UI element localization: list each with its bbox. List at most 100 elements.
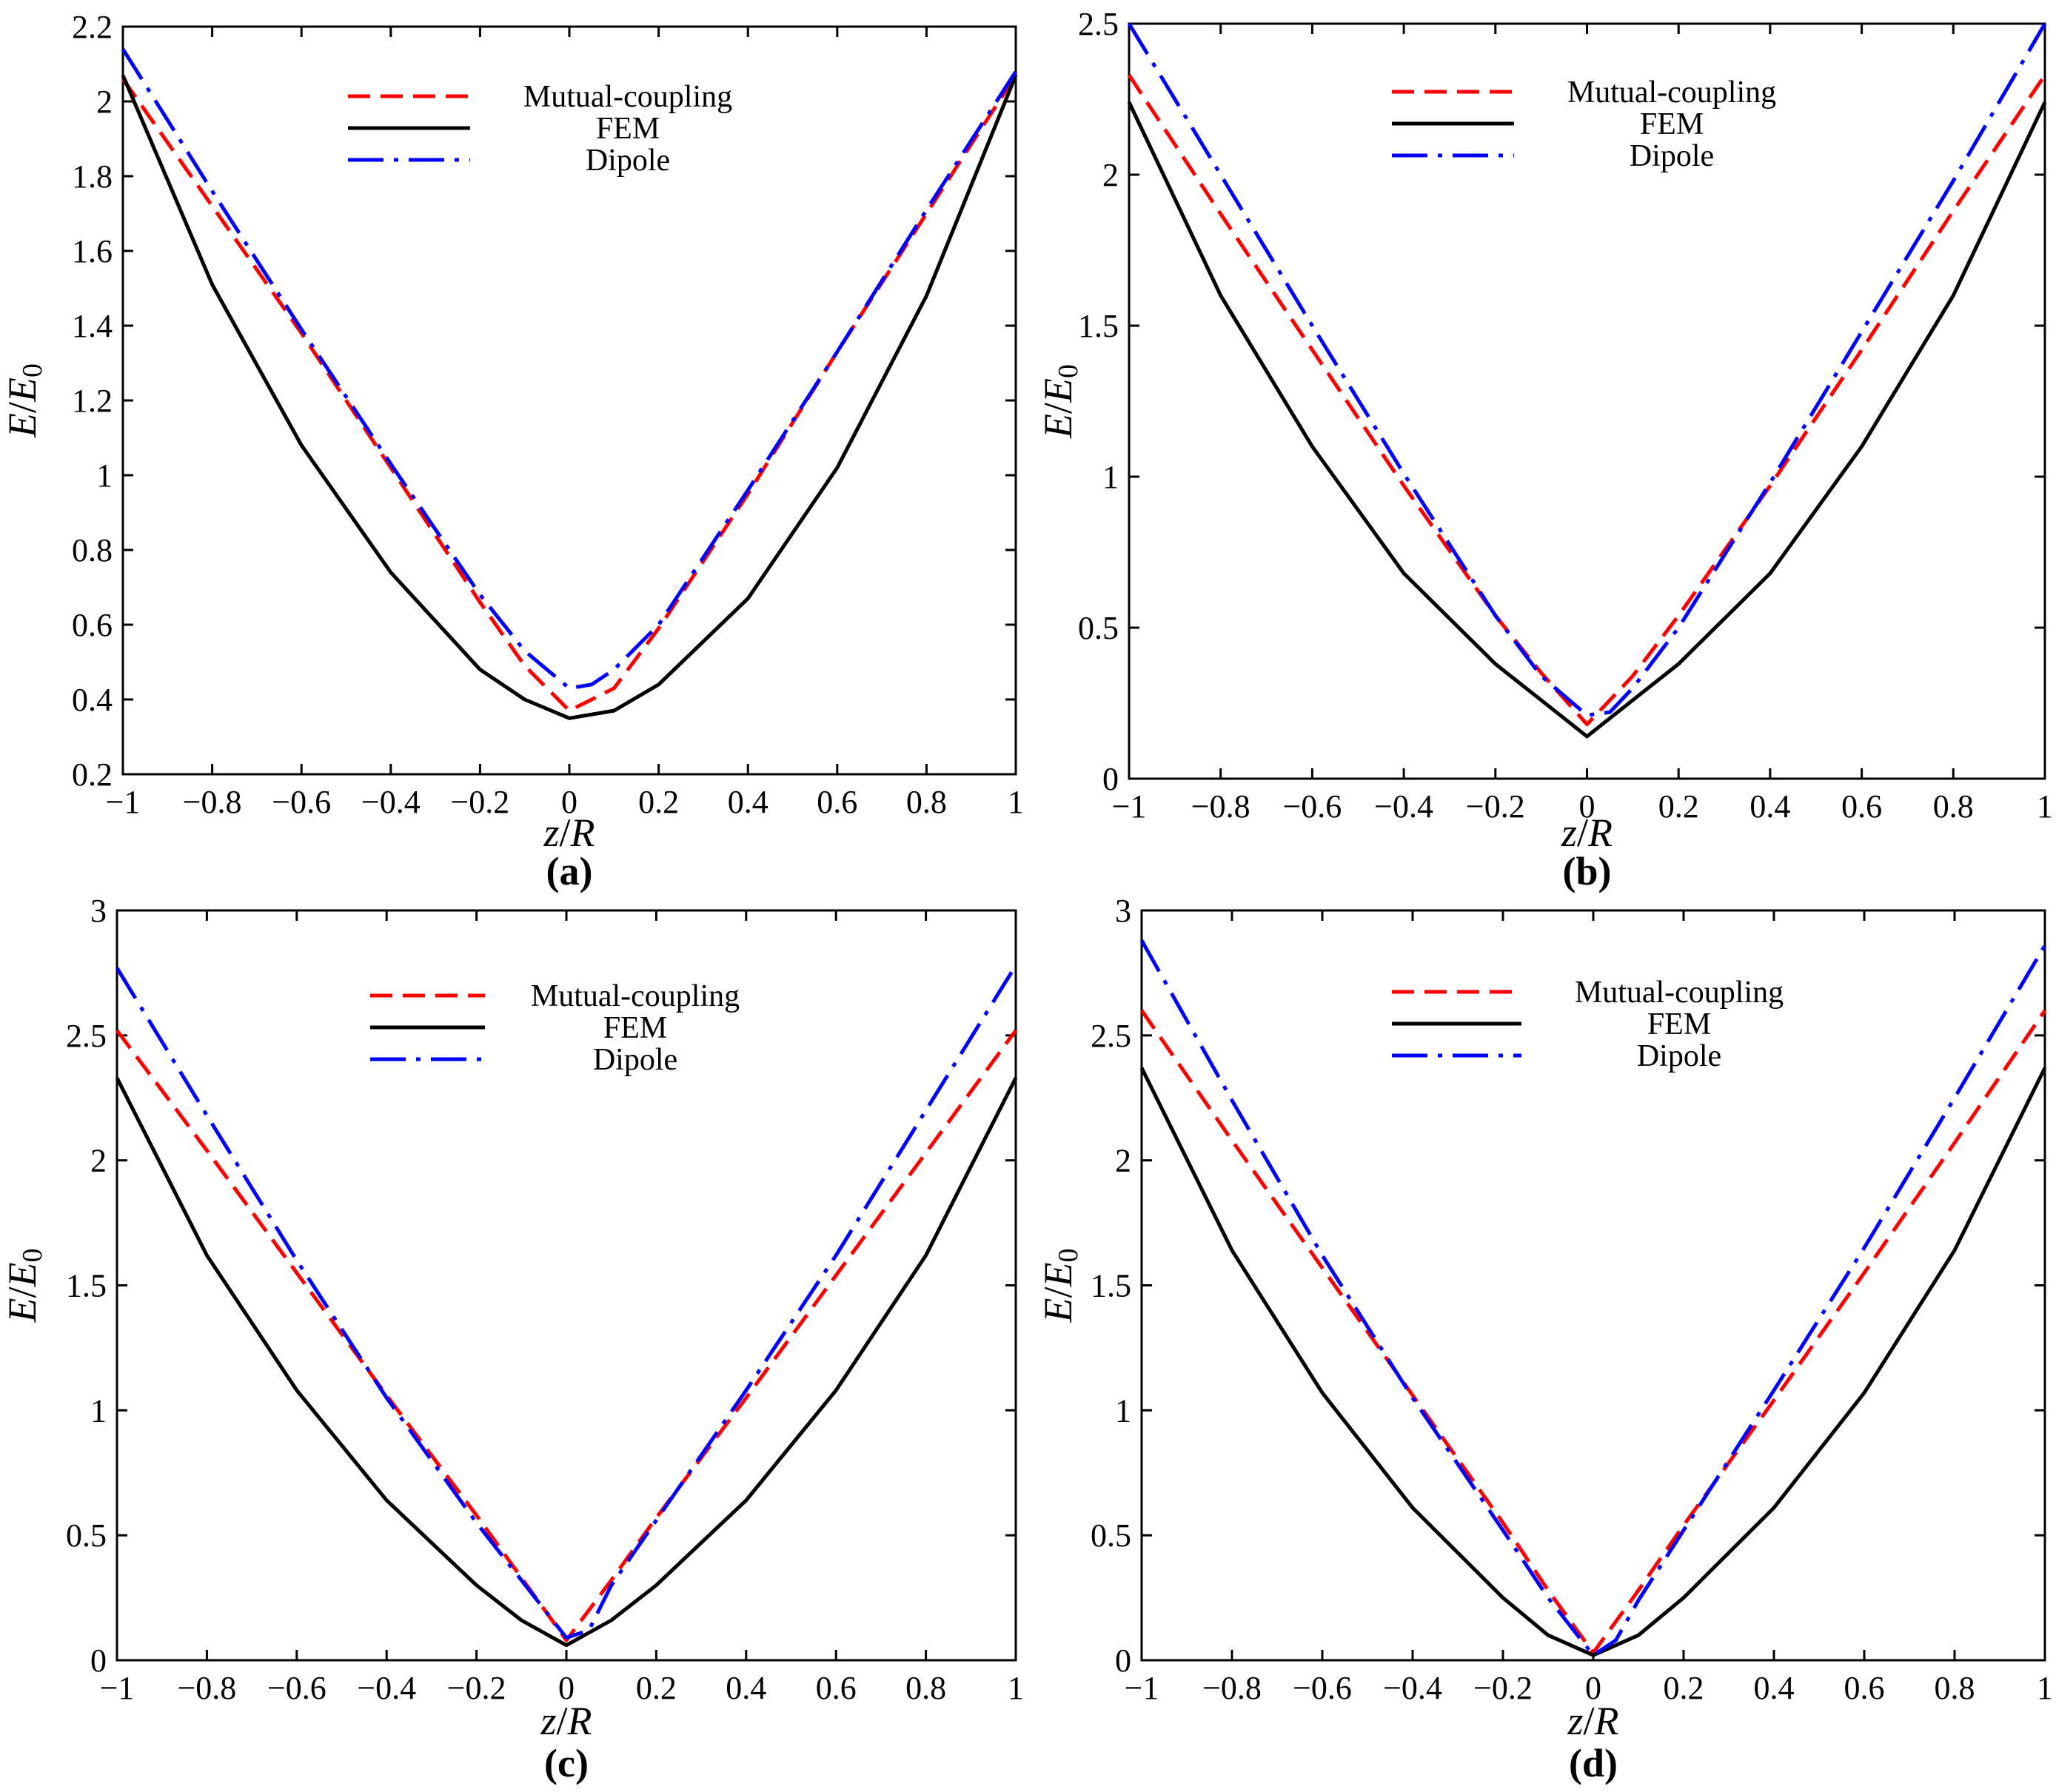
x-tick-label: 0 (558, 1670, 575, 1706)
x-tick-label: 0.8 (1933, 788, 1974, 825)
panel-c: −1 −0.8 −0.6 −0.4 −0.2 0 0.2 0.4 0.6 0.8 1 0 0.5 1 1.5… (0, 893, 1024, 1785)
legend-label: Dipole (1637, 1039, 1721, 1073)
x-tick-label: −1 (100, 1670, 135, 1706)
x-tick-label: −1 (1125, 1670, 1159, 1706)
x-tick-label: −1 (106, 784, 141, 820)
x-tick-label: −0.6 (1293, 1670, 1352, 1706)
x-tick-label: 0 (1585, 1670, 1601, 1706)
plot-frame (1128, 22, 2046, 780)
x-tick-label: −0.2 (1466, 788, 1525, 825)
y-axis-label: E/E0 (1036, 364, 1084, 439)
series-dipole (115, 964, 1018, 1640)
y-tick-label: 3 (1115, 893, 1131, 929)
x-tick-label: 0.8 (905, 1670, 946, 1706)
legend-label: Mutual-coupling (1567, 75, 1776, 110)
panel-label: (a) (546, 849, 593, 893)
x-axis-label: z/R (1567, 1699, 1618, 1743)
x-tick-label: −0.4 (361, 784, 421, 820)
legend-label: Mutual-coupling (1575, 976, 1784, 1010)
x-tick-label: −0.8 (1191, 788, 1250, 825)
y-tick-label: 2 (96, 84, 113, 120)
x-tick-label: 0.2 (638, 784, 679, 820)
y-tick-label: 0.5 (66, 1517, 107, 1554)
y-tick-label: 2.5 (1091, 1018, 1131, 1054)
x-tick-label: 0.6 (1844, 1670, 1885, 1706)
y-tick-label: 1.8 (72, 158, 113, 195)
series-fem (1139, 1067, 2047, 1657)
x-tick-label: 0.4 (1754, 1670, 1795, 1706)
x-tick-label: 0.2 (1658, 788, 1699, 825)
plot-frame (115, 909, 1017, 1662)
x-axis-label: z/R (1561, 811, 1613, 855)
y-tick-label: 1.5 (1091, 1268, 1131, 1304)
y-tick-label: 2.5 (1078, 6, 1119, 42)
x-tick-label: −0.2 (1473, 1670, 1533, 1706)
y-tick-label: 0.4 (72, 682, 113, 718)
x-axis-label: z/R (540, 1699, 592, 1743)
x-tick-label: 0 (561, 784, 577, 820)
series-mutual-coupling (115, 1029, 1018, 1642)
x-tick-label: −0.8 (183, 784, 242, 820)
y-tick-label: 1.6 (72, 233, 113, 269)
x-tick-label: 1 (1008, 1670, 1024, 1706)
series-mutual-coupling (1139, 1009, 2047, 1655)
y-tick-label: 1.5 (1078, 308, 1119, 344)
legend-label: FEM (1647, 1007, 1711, 1041)
x-tick-label: −0.6 (267, 1670, 327, 1706)
series-fem (1127, 101, 2047, 739)
x-tick-label: 0.8 (1935, 1670, 1975, 1706)
y-tick-label: 0 (90, 1642, 107, 1679)
plot-frame (1140, 909, 2046, 1662)
legend-label: FEM (596, 112, 660, 146)
series-dipole (1139, 939, 2047, 1657)
legend-label: Mutual-coupling (531, 979, 740, 1013)
panel-d: −1 −0.8 −0.6 −0.4 −0.2 0 0.2 0.4 0.6 0.8 1 0 0.5 1 1.5… (1036, 893, 2053, 1785)
y-tick-label: 2 (1115, 1143, 1131, 1179)
legend-label: Dipole (586, 144, 670, 178)
y-tick-label: 0.2 (72, 756, 113, 793)
series-fem (115, 1077, 1018, 1648)
plot-frame (121, 25, 1017, 776)
y-axis-label: E/E0 (0, 363, 48, 438)
x-tick-label: 0.2 (636, 1670, 677, 1706)
x-tick-label: 0.6 (817, 784, 857, 820)
y-tick-label: 1.2 (72, 383, 113, 419)
panel-label: (b) (1563, 849, 1612, 893)
y-tick-label: 0.6 (72, 607, 113, 643)
y-tick-label: 3 (90, 893, 107, 929)
y-tick-label: 2.5 (66, 1018, 107, 1054)
series-fem (121, 74, 1018, 720)
x-tick-label: 0.4 (726, 1670, 766, 1706)
panel-label: (d) (1569, 1741, 1618, 1785)
panel-b: −1 −0.8 −0.6 −0.4 −0.2 0 0.2 0.4 0.6 0.8 1 0 0.5 1 1.5… (1036, 6, 2053, 893)
series-mutual-coupling (121, 74, 1018, 713)
legend-label: FEM (603, 1011, 667, 1045)
x-tick-label: −0.6 (272, 784, 331, 820)
x-tick-label: −0.8 (177, 1670, 236, 1706)
y-tick-label: 1 (96, 457, 113, 494)
x-tick-label: 0 (1579, 788, 1595, 825)
x-tick-label: −1 (1112, 788, 1147, 825)
x-tick-label: −0.4 (1383, 1670, 1442, 1706)
y-tick-label: 1.5 (66, 1268, 107, 1304)
y-tick-label: 2.2 (72, 9, 113, 45)
x-tick-label: 0.4 (1749, 788, 1790, 825)
x-axis-label: z/R (543, 811, 595, 855)
x-tick-label: −0.2 (450, 784, 509, 820)
x-tick-label: −0.6 (1282, 788, 1342, 825)
x-tick-label: 1 (2037, 788, 2053, 825)
x-tick-label: 1 (1008, 784, 1024, 820)
y-tick-label: 1 (1115, 1392, 1131, 1429)
series-dipole (121, 47, 1018, 691)
legend-label: Mutual-coupling (523, 80, 732, 114)
x-tick-label: 0.4 (728, 784, 769, 820)
y-tick-label: 2 (90, 1143, 107, 1179)
series-mutual-coupling (1127, 74, 2047, 727)
y-axis-label: E/E0 (1036, 1248, 1084, 1323)
x-tick-label: −0.4 (1374, 788, 1433, 825)
x-tick-label: −0.4 (357, 1670, 416, 1706)
